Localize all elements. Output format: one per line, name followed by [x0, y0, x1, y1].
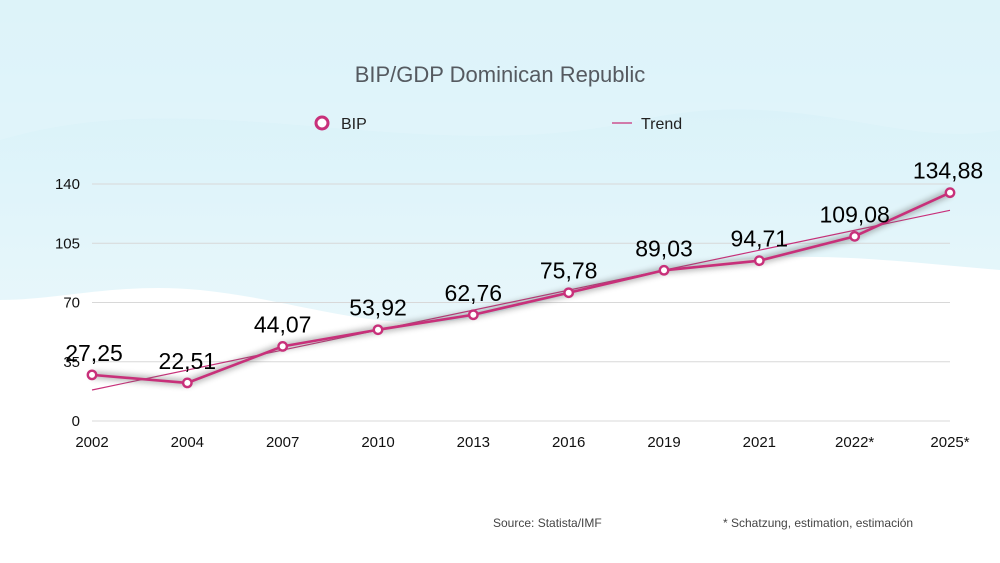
- data-label: 62,76: [445, 280, 503, 306]
- x-tick-label: 2025*: [930, 434, 969, 451]
- data-point: [86, 369, 98, 381]
- estimation-note: * Schatzung, estimation, estimación: [723, 516, 913, 530]
- x-axis-ticks: 2002 2004 2007 2010 2013 2016 2019 2021 2022* 202…: [75, 434, 969, 451]
- data-label: 134,88: [913, 158, 983, 184]
- x-tick-label: 2013: [457, 434, 490, 451]
- trend-line: [91, 209, 951, 391]
- x-tick-label: 2004: [171, 434, 204, 451]
- series-bip-line: [91, 191, 951, 385]
- legend-trend-label: Trend: [641, 116, 682, 133]
- y-tick-label: 70: [63, 295, 80, 312]
- legend-bip-label: BIP: [341, 116, 367, 133]
- data-label: 94,71: [731, 226, 789, 252]
- data-label: 27,25: [65, 340, 123, 366]
- y-tick-label: 140: [55, 176, 80, 193]
- data-point: [277, 340, 289, 352]
- y-axis-ticks: 0 35 70 105 140: [55, 176, 80, 430]
- data-label: 109,08: [819, 201, 889, 227]
- chart-title: BIP/GDP Dominican Republic: [355, 62, 646, 87]
- data-point: [181, 377, 193, 389]
- x-tick-label: 2016: [552, 434, 585, 451]
- data-label: 44,07: [254, 311, 312, 337]
- y-tick-label: 0: [72, 413, 80, 430]
- x-tick-label: 2021: [743, 434, 776, 451]
- y-tick-label: 35: [63, 354, 80, 371]
- data-point: [849, 230, 861, 242]
- data-point: [944, 187, 956, 199]
- data-point: [467, 309, 479, 321]
- source-note: Source: Statista/IMF: [493, 516, 602, 530]
- data-label: 75,78: [540, 258, 598, 284]
- legend: BIP Trend: [314, 115, 682, 133]
- data-point: [753, 255, 765, 267]
- x-tick-label: 2010: [361, 434, 394, 451]
- data-label: 22,51: [159, 348, 217, 374]
- x-tick-label: 2002: [75, 434, 108, 451]
- data-point: [372, 324, 384, 336]
- x-tick-label: 2019: [647, 434, 680, 451]
- x-tick-label: 2007: [266, 434, 299, 451]
- data-labels: 27,25 22,51 44,07 53,92 62,76 75,78 89,03 94,71…: [65, 158, 983, 374]
- y-tick-label: 105: [55, 235, 80, 252]
- data-label: 53,92: [349, 295, 407, 321]
- data-point: [658, 264, 670, 276]
- plot-area: [86, 187, 956, 391]
- legend-bip-marker: [314, 115, 330, 131]
- x-tick-label: 2022*: [835, 434, 874, 451]
- data-label: 89,03: [635, 235, 693, 261]
- data-point: [563, 287, 575, 299]
